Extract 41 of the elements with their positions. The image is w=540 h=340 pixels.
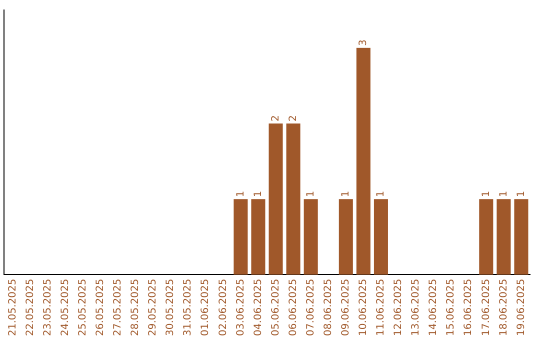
x-tick-label: 26.05.2025 — [95, 278, 106, 336]
x-tick-label: 03.06.2025 — [235, 278, 246, 336]
data-label: 1 — [498, 190, 510, 198]
x-tick-label: 07.06.2025 — [305, 278, 316, 336]
x-tick-label: 10.06.2025 — [358, 278, 370, 336]
x-tick-label: 25.05.2025 — [77, 278, 88, 336]
data-label: 1 — [376, 190, 387, 198]
x-tick-label: 19.06.2025 — [516, 278, 527, 336]
data-label: 1 — [340, 190, 352, 198]
x-tick-label: 12.06.2025 — [393, 278, 404, 336]
x-tick-label: 23.05.2025 — [42, 278, 54, 336]
x-tick-label: 15.06.2025 — [446, 278, 457, 336]
data-label: 3 — [358, 39, 370, 46]
x-tick-label: 29.05.2025 — [148, 278, 159, 336]
x-tick-label: 24.05.2025 — [60, 278, 71, 336]
x-tick-label: 16.06.2025 — [463, 278, 474, 336]
x-tick-label: 06.06.2025 — [288, 278, 299, 336]
x-tick-label: 17.06.2025 — [480, 278, 492, 336]
x-tick-label: 31.05.2025 — [182, 278, 194, 336]
x-tick-label: 27.05.2025 — [112, 278, 124, 336]
x-tick-label: 01.06.2025 — [200, 278, 212, 336]
x-tick-label: 05.06.2025 — [270, 278, 282, 336]
data-label: 1 — [305, 190, 316, 198]
data-label: 1 — [252, 190, 264, 198]
x-tick-label: 04.06.2025 — [252, 278, 264, 336]
x-tick-label: 02.06.2025 — [218, 278, 229, 336]
data-label: 2 — [288, 115, 299, 122]
x-tick-label: 09.06.2025 — [340, 278, 352, 336]
x-tick-label: 28.05.2025 — [130, 278, 142, 336]
data-label: 1 — [480, 190, 492, 198]
x-tick-label: 18.06.2025 — [498, 278, 510, 336]
data-label: 2 — [270, 115, 282, 122]
x-tick-label: 22.05.2025 — [24, 278, 36, 336]
x-tick-label: 21.05.2025 — [7, 278, 18, 336]
data-label: 1 — [516, 190, 527, 198]
x-tick-label: 08.06.2025 — [322, 278, 334, 336]
x-tick-label: 30.05.2025 — [165, 278, 176, 336]
x-tick-label: 13.06.2025 — [410, 278, 422, 336]
data-label: 1 — [235, 190, 246, 198]
x-tick-label: 11.06.2025 — [376, 278, 387, 336]
x-tick-label: 14.06.2025 — [428, 278, 440, 336]
